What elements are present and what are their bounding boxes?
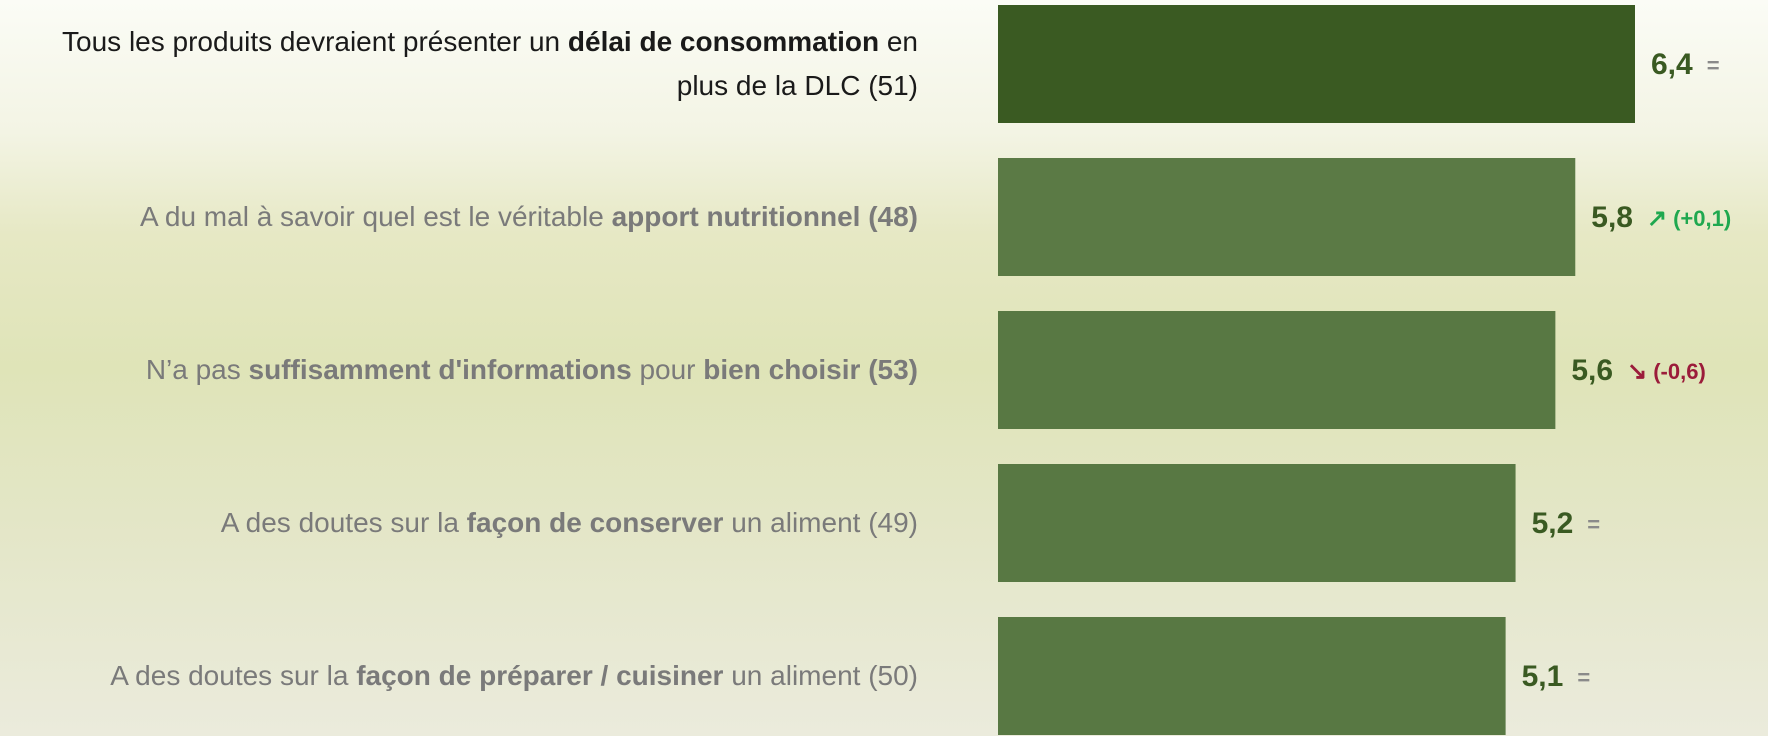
label-part: N’a pas xyxy=(146,354,249,385)
change-label: = xyxy=(1577,665,1590,690)
chart: 6,4 = 5,8 ↗(+0,1) 5,6 ↘(-0,6) 5,2 = 5,1 = Tous le… xyxy=(0,0,1768,736)
category-label: N’a pas suffisamment d'informations pour… xyxy=(12,348,918,392)
label-part: A des doutes sur la xyxy=(110,660,356,691)
label-part: façon de préparer / cuisiner xyxy=(356,660,723,691)
label-part: A du mal à savoir quel est le véritable xyxy=(140,201,612,232)
change-label: (-0,6) xyxy=(1653,359,1706,384)
value-label: 5,2 xyxy=(1532,507,1574,540)
bar xyxy=(998,311,1555,429)
category-label: A des doutes sur la façon de conserver u… xyxy=(12,501,918,545)
value-label: 6,4 xyxy=(1651,48,1693,81)
change-label: = xyxy=(1707,53,1720,78)
label-part: façon de conserver xyxy=(467,507,724,538)
change-label: = xyxy=(1587,512,1600,537)
bar xyxy=(998,5,1635,123)
value-label: 5,1 xyxy=(1522,660,1564,693)
category-label: Tous les produits devraient présenter un… xyxy=(12,20,918,108)
category-label: A des doutes sur la façon de préparer / … xyxy=(12,654,918,698)
change-label: (+0,1) xyxy=(1673,206,1731,231)
label-part: Tous les produits devraient présenter un xyxy=(62,26,568,57)
bar xyxy=(998,464,1516,582)
label-part: pour xyxy=(632,354,704,385)
label-part: délai de consommation xyxy=(568,26,879,57)
category-label: A du mal à savoir quel est le véritable … xyxy=(12,195,918,239)
label-part: un aliment (49) xyxy=(723,507,918,538)
change-arrow: ↗ xyxy=(1647,205,1667,232)
bar xyxy=(998,158,1575,276)
value-label: 5,8 xyxy=(1591,201,1633,234)
label-part: A des doutes sur la xyxy=(221,507,467,538)
label-part: un aliment (50) xyxy=(723,660,918,691)
value-label: 5,6 xyxy=(1571,354,1613,387)
change-arrow: ↘ xyxy=(1627,358,1647,385)
label-part: apport nutritionnel (48) xyxy=(612,201,918,232)
label-part: suffisamment d'informations xyxy=(249,354,632,385)
bar xyxy=(998,617,1506,735)
label-part: bien choisir (53) xyxy=(703,354,918,385)
